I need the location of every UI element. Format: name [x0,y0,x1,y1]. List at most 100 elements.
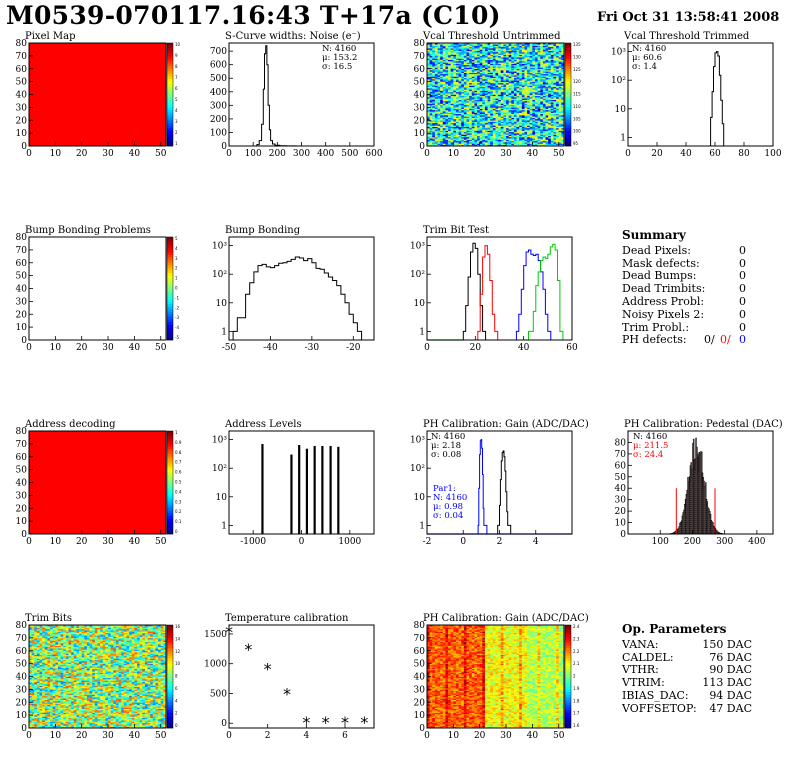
heatmap-cell [469,121,473,124]
heatmap-cell [437,70,441,72]
heatmap-cell [550,77,554,80]
heatmap-cell [469,90,473,93]
heatmap-cell [450,95,454,98]
heatmap-cell [540,70,544,72]
heatmap-cell [490,61,494,63]
heatmap-cell [553,64,557,67]
heatmap-cell [432,113,436,116]
heatmap-cell [477,53,480,55]
heatmap-cell [463,79,467,81]
heatmap-cell [540,85,544,88]
heatmap-cell [532,138,536,140]
heatmap-cell [471,55,475,58]
heatmap-cell [29,654,32,657]
heatmap-cell [458,64,462,67]
heatmap-cell [463,50,467,53]
heatmap-cell [445,131,449,134]
heatmap-cell [513,82,517,85]
heatmap-cell [548,103,552,106]
stats-line: N: 4160 [633,432,667,442]
heatmap-cell [516,93,520,95]
heatmap-cell [503,108,507,111]
heatmap-cell [448,50,452,53]
heatmap-cell [521,143,525,146]
plot-frame [627,42,774,147]
heatmap-cell [548,64,552,67]
heatmap-cell [450,66,454,68]
heatmap-cell [432,93,436,95]
heatmap-cell [545,93,549,95]
heatmap-cell [498,63,502,66]
heatmap-cell [506,52,509,54]
heatmap-cell [455,127,459,130]
heatmap-cell [31,673,35,676]
heatmap-cell [487,59,491,62]
heatmap-cell [445,103,449,106]
heatmap-cell [487,58,491,61]
heatmap-cell [506,88,509,90]
heatmap-cell [553,94,557,97]
heatmap-cell [469,91,473,94]
heatmap-cell [461,45,465,48]
heatmap-cell [466,126,470,129]
heatmap-cell [466,91,470,94]
heatmap-cell [432,142,436,144]
heatmap-cell [513,113,517,116]
heatmap-cell [500,133,504,135]
heatmap-cell [429,89,433,91]
heatmap-cell [487,80,491,82]
heatmap-cell [482,135,486,138]
heatmap-cell [537,55,541,58]
heatmap-cell [455,67,459,70]
heatmap-cell [484,86,488,89]
heatmap-cell [561,118,565,121]
heatmap-cell [529,44,533,46]
heatmap-cell [527,53,531,55]
heatmap-cell [542,86,546,89]
heatmap-cell [29,713,32,716]
heatmap-cell [498,120,502,122]
heatmap-cell [450,100,454,103]
heatmap-cell [535,113,538,116]
heatmap-cell [490,107,494,109]
heatmap-cell [455,130,459,133]
heatmap-cell [429,46,433,49]
heatmap-cell [455,45,459,48]
heatmap-cell [463,53,467,55]
heatmap-cell [495,115,499,117]
x-tick-label: 20 [76,149,88,159]
heatmap-cell [448,112,452,115]
heatmap-cell [429,133,433,135]
heatmap-cell [500,130,504,133]
heatmap-cell [561,66,565,68]
heatmap-cell [553,108,557,111]
heatmap-cell [474,43,478,45]
y-tick-label: 400 [210,88,227,98]
heatmap-cell [484,131,488,134]
palette-cell [167,73,173,77]
heatmap-cell [503,136,507,139]
heatmap-cell [537,111,541,113]
heatmap-cell [440,63,444,66]
palette-tick-label: 0.6 [175,470,182,475]
heatmap-cell [503,109,507,112]
heatmap-cell [508,73,512,76]
heatmap-cell [479,107,483,109]
heatmap-cell [461,81,465,84]
heatmap-cell [31,685,35,688]
heatmap-cell [458,45,462,48]
heatmap-cell [495,76,499,79]
heatmap-cell [437,91,441,94]
heatmap-cell [432,73,436,76]
heatmap-cell [495,133,499,135]
heatmap-cell [31,657,35,659]
heatmap-cell [508,89,512,91]
heatmap-cell [492,103,496,106]
heatmap-cell [553,120,557,122]
heatmap-cell [503,122,507,125]
palette-cell [167,329,173,333]
heatmap-cell [427,68,430,71]
heatmap-cell [487,61,491,63]
heatmap-cell [463,93,467,95]
heatmap-cell [542,59,546,62]
